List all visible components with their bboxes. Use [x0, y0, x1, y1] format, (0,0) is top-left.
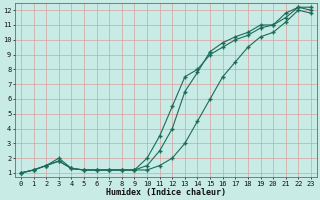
X-axis label: Humidex (Indice chaleur): Humidex (Indice chaleur)	[106, 188, 226, 197]
